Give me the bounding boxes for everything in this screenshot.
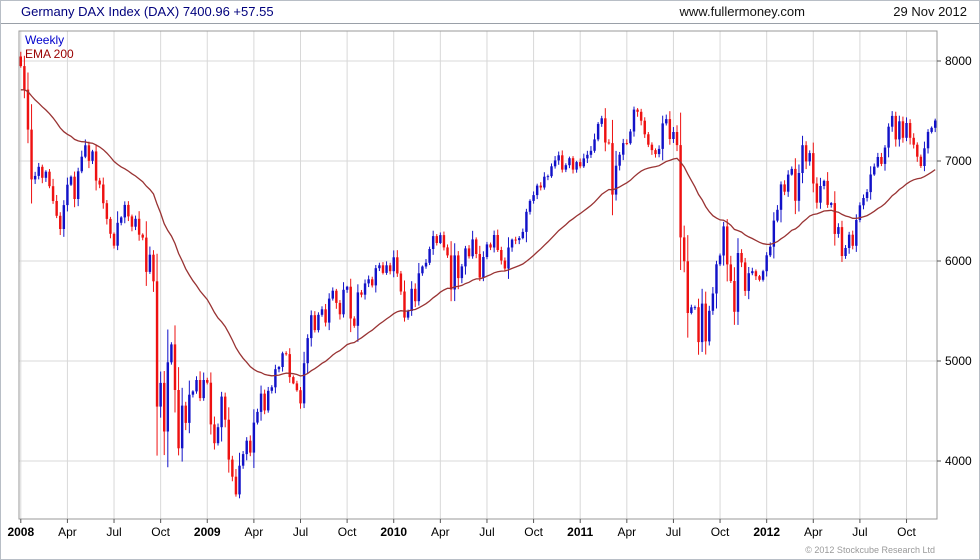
svg-text:Apr: Apr	[58, 525, 77, 539]
svg-text:5000: 5000	[945, 354, 972, 368]
ema-legend-label: EMA 200	[25, 47, 74, 61]
svg-text:Oct: Oct	[711, 525, 730, 539]
svg-text:Jul: Jul	[666, 525, 681, 539]
svg-text:Jul: Jul	[479, 525, 494, 539]
ema-line	[20, 89, 936, 377]
svg-text:6000: 6000	[945, 254, 972, 268]
svg-text:2008: 2008	[7, 525, 34, 539]
svg-text:Apr: Apr	[245, 525, 264, 539]
plot-border	[18, 30, 938, 520]
price-chart-svg: 4000 5000 6000 7000 8000 2008 Apr Jul Oct 2009 Apr…	[7, 30, 972, 539]
svg-text:Oct: Oct	[338, 525, 357, 539]
svg-text:Jul: Jul	[293, 525, 308, 539]
svg-text:2012: 2012	[753, 525, 780, 539]
svg-text:Oct: Oct	[151, 525, 170, 539]
svg-text:Oct: Oct	[897, 525, 916, 539]
svg-text:2011: 2011	[567, 525, 593, 539]
candlesticks	[19, 51, 937, 499]
svg-text:Jul: Jul	[106, 525, 121, 539]
copyright-text: © 2012 Stockcube Research Ltd	[805, 545, 935, 555]
svg-text:Oct: Oct	[524, 525, 543, 539]
chart-area: 4000 5000 6000 7000 8000 2008 Apr Jul Oct 2009 Apr…	[1, 23, 979, 559]
svg-text:2010: 2010	[380, 525, 407, 539]
website-text: www.fullermoney.com	[679, 4, 805, 19]
x-axis-labels: 2008 Apr Jul Oct 2009 Apr Jul Oct 2010 Apr Jul Oct 2…	[7, 519, 917, 539]
chart-header: Germany DAX Index (DAX) 7400.96 +57.55 w…	[1, 1, 979, 24]
svg-text:Jul: Jul	[852, 525, 867, 539]
svg-text:7000: 7000	[945, 154, 972, 168]
y-axis-labels: 4000 5000 6000 7000 8000	[937, 54, 972, 468]
frequency-label: Weekly	[25, 33, 65, 47]
svg-text:8000: 8000	[945, 54, 972, 68]
date-text: 29 Nov 2012	[893, 4, 967, 19]
svg-text:4000: 4000	[945, 454, 972, 468]
svg-text:Apr: Apr	[431, 525, 450, 539]
svg-text:Apr: Apr	[804, 525, 823, 539]
svg-text:Apr: Apr	[617, 525, 636, 539]
svg-text:2009: 2009	[194, 525, 221, 539]
page-title: Germany DAX Index (DAX) 7400.96 +57.55	[21, 4, 274, 19]
